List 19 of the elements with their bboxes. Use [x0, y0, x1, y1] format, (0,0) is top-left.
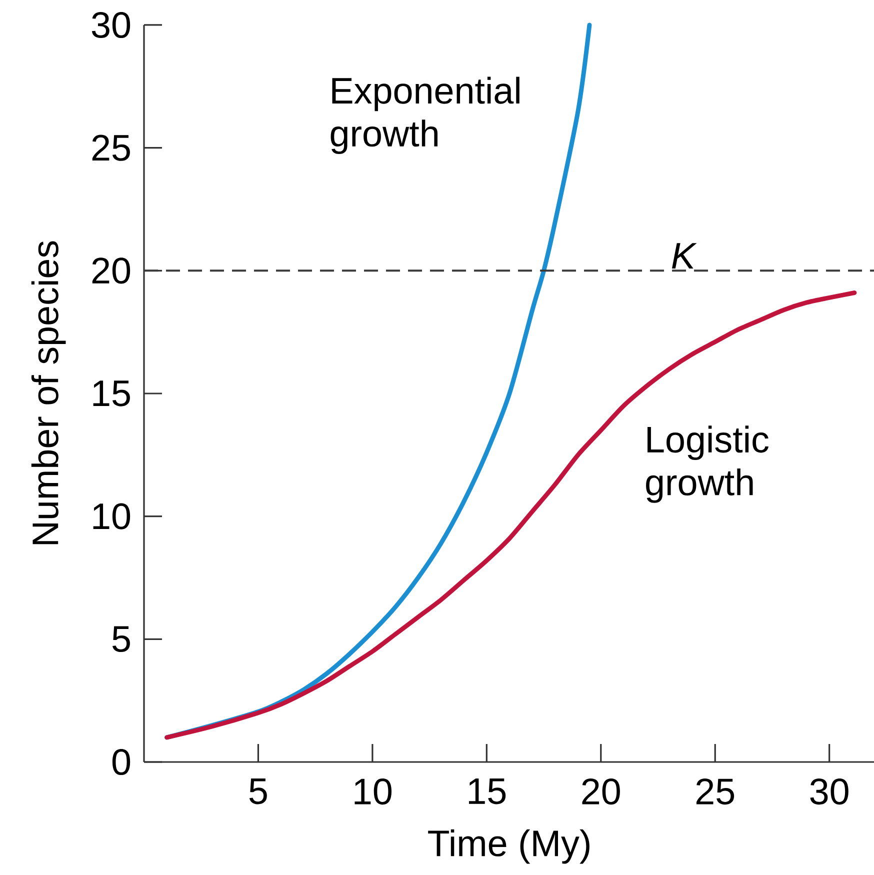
- y-tick-label: 0: [112, 748, 130, 776]
- x-tick-label: 25: [696, 778, 734, 805]
- y-tick-label: 30: [92, 12, 130, 38]
- line-series: [164, 290, 857, 740]
- x-tick-label: 20: [582, 778, 620, 805]
- x-tick-label: 30: [810, 778, 848, 805]
- x-tick-label: 15: [468, 778, 506, 804]
- series-label: Logistic growth: [646, 426, 768, 503]
- y-axis-title: Number of species: [31, 241, 66, 544]
- y-tick-label: 5: [112, 626, 130, 652]
- x-tick-label: 5: [249, 778, 267, 804]
- x-axis-title: Time (My): [428, 829, 590, 864]
- y-tick-label: 15: [93, 380, 130, 406]
- ref-line-label: K: [672, 243, 697, 268]
- series-label: Exponential growth: [330, 76, 520, 154]
- y-tick-label: 25: [92, 134, 130, 161]
- x-tick-label: 10: [354, 778, 392, 805]
- y-tick-label: 10: [93, 503, 130, 530]
- y-tick-label: 20: [92, 258, 130, 284]
